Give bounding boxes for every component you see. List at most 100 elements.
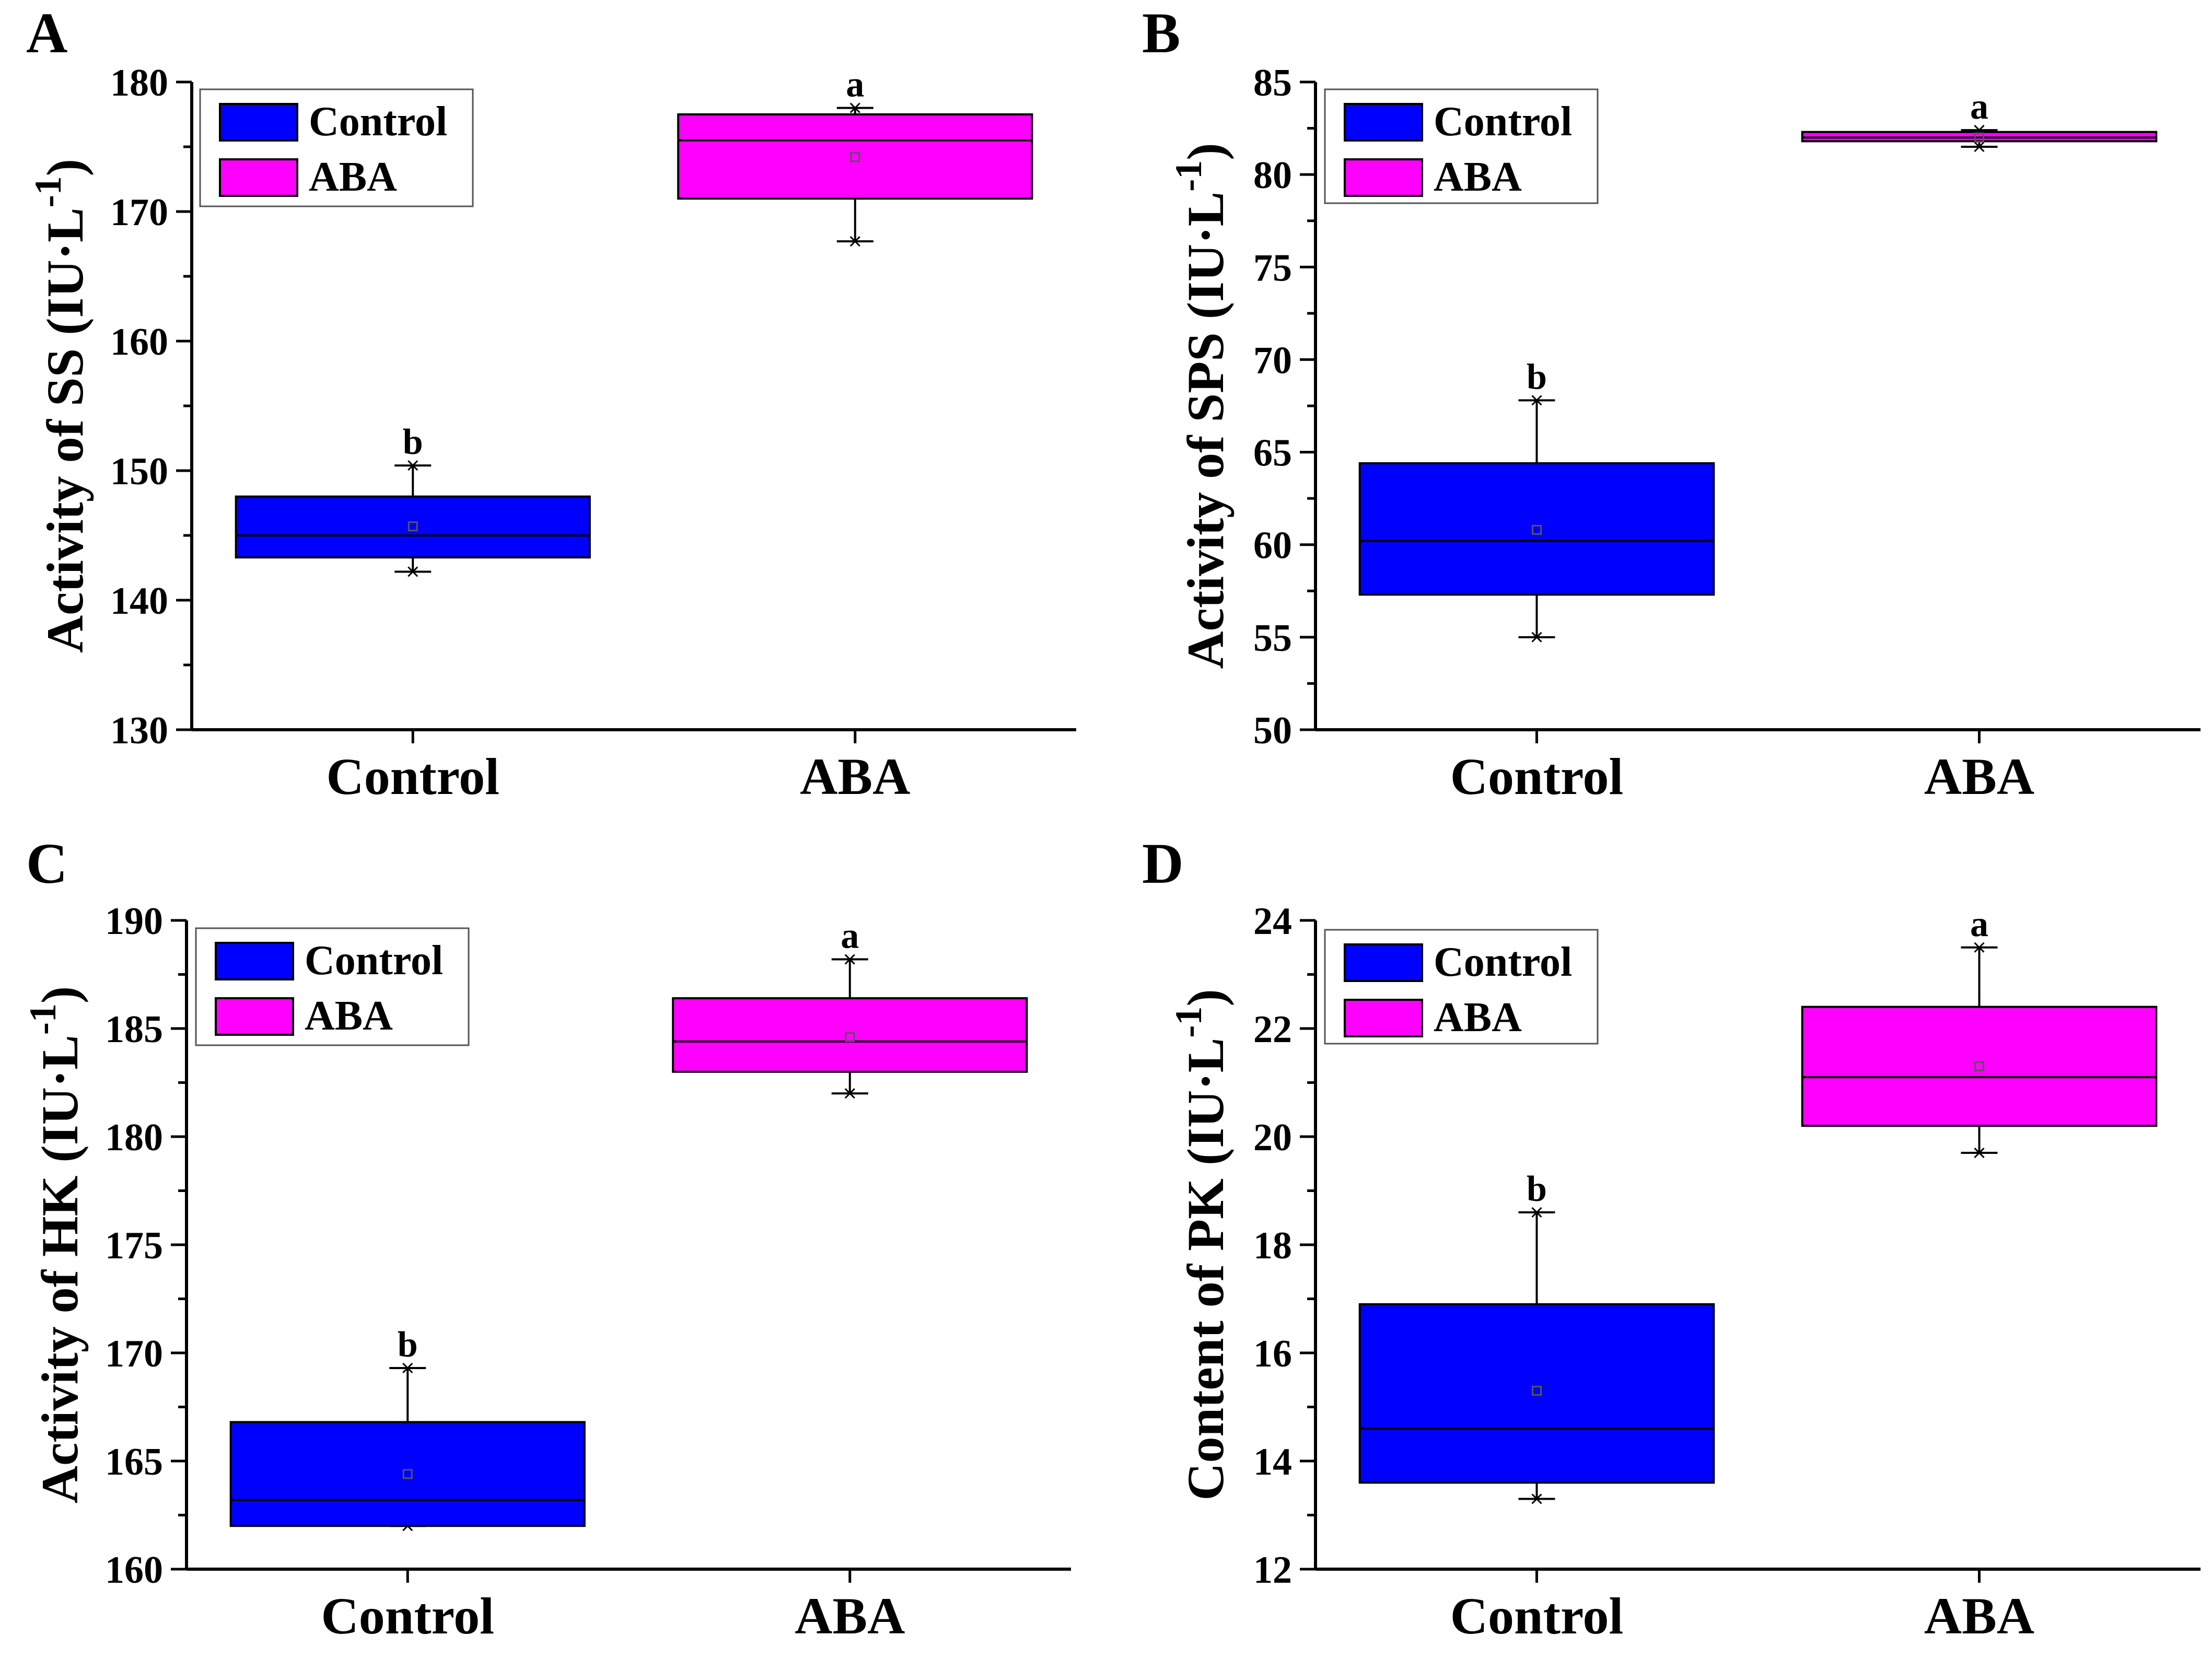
panel-b: B 50 55 60 65 70 75 80 85 Control ABA Activity of S…	[1142, 1, 2201, 805]
box-iqr	[235, 495, 591, 559]
y-tick-label: 12	[1253, 1549, 1292, 1592]
x-tick-label: Control	[321, 1587, 495, 1645]
y-tick-label: 140	[110, 580, 168, 623]
x-tick-label: ABA	[1924, 747, 2034, 805]
panel-label: A	[26, 1, 67, 65]
y-tick-label: 18	[1253, 1224, 1292, 1267]
y-tick-label: 85	[1253, 62, 1292, 104]
panel-d: D 12 14 16 18 20 22 24 Control ABA Content of PK (…	[1142, 832, 2201, 1645]
box-iqr	[1358, 1303, 1715, 1484]
y-axis-label-exp: -1	[22, 1003, 64, 1035]
legend-swatch-control	[1344, 943, 1423, 982]
box-iqr	[672, 997, 1028, 1073]
y-tick-label: 180	[110, 62, 168, 104]
x-tick-label: ABA	[1924, 1587, 2034, 1645]
y-tick-label: 80	[1253, 154, 1292, 197]
box-aba: a	[1801, 87, 2158, 153]
y-axis-label-close: )	[1177, 989, 1235, 1006]
y-tick-label: 24	[1253, 900, 1292, 943]
min-marker	[408, 566, 418, 577]
box-control: b	[229, 1325, 586, 1532]
x-tick-label: ABA	[800, 747, 910, 805]
y-axis-label: Activity of SPS (IU·L-1)	[1168, 143, 1235, 669]
legend-label-aba: ABA	[305, 993, 393, 1039]
legend-label-control: Control	[1434, 99, 1572, 145]
mean-marker	[408, 521, 418, 532]
min-marker	[844, 1088, 855, 1099]
y-axis-label: Activity of SS (IU·L-1)	[27, 159, 94, 653]
box-control: b	[1358, 1169, 1715, 1504]
max-marker	[1974, 942, 1985, 953]
box-aba: a	[1801, 904, 2158, 1159]
y-tick-label: 50	[1253, 709, 1292, 752]
significance-letter: b	[1527, 1169, 1547, 1209]
max-marker	[844, 954, 855, 965]
y-tick-label: 16	[1253, 1333, 1292, 1375]
min-marker	[1974, 1147, 1985, 1159]
box-control: b	[1358, 357, 1715, 642]
legend: Control ABA	[1324, 88, 1599, 204]
x-tick-label: Control	[1450, 1587, 1624, 1645]
x-tick-label: Control	[327, 747, 500, 805]
y-axis-label-close: )	[1177, 143, 1235, 160]
box-iqr	[229, 1421, 586, 1527]
box-iqr	[1801, 1006, 2158, 1127]
y-axis-label-close: )	[36, 159, 94, 176]
y-axis-label-text: Content of PK (IU·L	[1177, 1038, 1235, 1501]
y-axis-label: Content of PK (IU·L-1)	[1168, 989, 1235, 1500]
legend: Control ABA	[199, 88, 474, 207]
x-tick-label: Control	[1450, 747, 1624, 805]
y-tick-label: 190	[105, 900, 163, 943]
significance-letter: b	[403, 422, 423, 462]
y-tick-label: 75	[1253, 247, 1292, 289]
panel-label: B	[1142, 1, 1180, 65]
legend: Control ABA	[1324, 929, 1599, 1045]
mean-marker	[402, 1469, 413, 1479]
y-axis-label-text: Activity of SPS (IU·L	[1177, 192, 1235, 669]
y-tick-label: 160	[105, 1549, 163, 1592]
mean-marker	[1532, 1385, 1542, 1396]
mean-marker	[850, 152, 860, 162]
panel-label: C	[26, 832, 67, 895]
legend-swatch-aba	[215, 997, 294, 1036]
y-axis-label-exp: -1	[27, 176, 69, 207]
legend-swatch-control	[1344, 103, 1423, 142]
y-tick-label: 170	[110, 191, 168, 234]
mean-marker	[845, 1032, 855, 1043]
legend-label-control: Control	[309, 99, 447, 145]
y-tick-label: 150	[110, 450, 168, 493]
legend-label-aba: ABA	[309, 154, 397, 200]
legend-swatch-aba	[219, 158, 298, 197]
max-marker	[408, 460, 418, 471]
y-axis-label-text: Activity of SS (IU·L	[36, 207, 94, 653]
legend-label-aba: ABA	[1434, 995, 1522, 1041]
y-axis-label: Activity of HK (IU·L-1)	[22, 986, 89, 1503]
significance-letter: b	[398, 1325, 418, 1365]
max-marker	[849, 102, 860, 113]
y-tick-label: 175	[105, 1224, 163, 1267]
panel-c: C 160 165 170 175 180 185 190 Control ABA Activity…	[22, 832, 1071, 1645]
min-marker	[1974, 141, 1985, 153]
mean-marker	[1974, 132, 1984, 143]
min-marker	[849, 236, 860, 247]
max-marker	[1531, 395, 1542, 406]
box-iqr	[1358, 462, 1715, 596]
y-tick-label: 20	[1253, 1116, 1292, 1159]
y-tick-label: 180	[105, 1116, 163, 1159]
significance-letter: a	[1970, 904, 1988, 944]
significance-letter: a	[846, 65, 864, 105]
legend: Control ABA	[195, 927, 470, 1046]
y-tick-label: 70	[1253, 339, 1292, 382]
box-aba: a	[672, 916, 1028, 1099]
legend-swatch-aba	[1344, 999, 1423, 1037]
legend-label-control: Control	[1434, 939, 1572, 985]
y-tick-label: 185	[105, 1008, 163, 1051]
max-marker	[402, 1362, 413, 1374]
box-control: b	[235, 422, 591, 577]
y-tick-label: 160	[110, 321, 168, 364]
legend-label-aba: ABA	[1434, 154, 1522, 200]
y-axis-label-exp: -1	[1168, 1007, 1209, 1038]
y-axis-label-close: )	[31, 986, 89, 1003]
